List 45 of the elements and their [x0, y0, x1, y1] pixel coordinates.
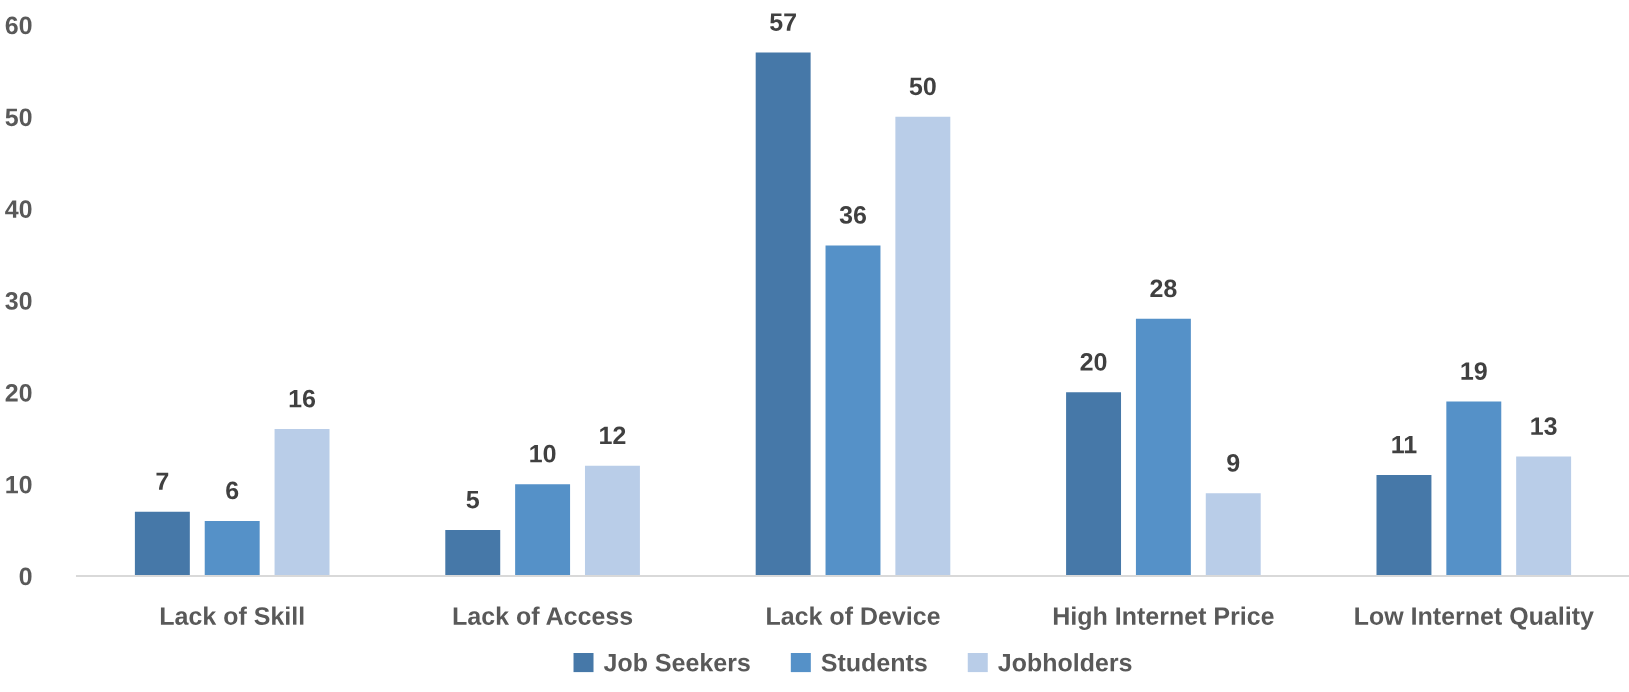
bar [1446, 401, 1502, 576]
x-tick-label: Lack of Device [767, 606, 940, 625]
data-label: 5 [466, 491, 480, 509]
legend-label: Job Seekers [603, 653, 750, 672]
bar [445, 530, 501, 576]
legend-label: Students [821, 653, 927, 672]
data-label: 20 [1080, 353, 1107, 371]
bar [274, 429, 330, 576]
y-tick-label: 10 [6, 475, 32, 494]
y-tick-label: 20 [5, 383, 32, 402]
bar [204, 520, 260, 576]
y-tick-label: 0 [19, 567, 32, 586]
bar [1376, 474, 1432, 576]
bar [1516, 456, 1572, 576]
data-label: 11 [1392, 435, 1417, 454]
legend-label: Jobholders [998, 653, 1132, 672]
bar [584, 465, 640, 576]
data-label: 16 [289, 389, 316, 408]
data-label: 19 [1461, 362, 1487, 380]
y-tick-label: 50 [5, 108, 32, 127]
data-label: 7 [156, 472, 169, 490]
x-tick-label: Lack of Access [453, 606, 633, 625]
bar [1205, 493, 1261, 576]
data-label: 57 [770, 13, 796, 31]
bar [1066, 392, 1122, 576]
bar [134, 511, 190, 576]
x-tick-label: Lack of Skill [160, 606, 304, 625]
bar [755, 52, 811, 576]
data-label: 28 [1150, 279, 1177, 298]
bar [1135, 318, 1191, 576]
data-label: 13 [1531, 417, 1557, 436]
data-label: 9 [1227, 454, 1240, 472]
x-tick-label: High Internet Price [1053, 606, 1274, 630]
y-tick-label: 40 [5, 200, 32, 218]
bar [515, 484, 571, 576]
data-label: 6 [226, 481, 239, 500]
bar [895, 116, 951, 576]
y-tick-label: 60 [5, 16, 32, 35]
y-tick-label: 30 [5, 292, 32, 310]
data-label: 36 [839, 206, 866, 224]
data-label: 10 [530, 444, 556, 463]
bar [825, 245, 881, 576]
data-label: 50 [909, 77, 936, 96]
x-tick-label: Low Internet Quality [1355, 606, 1594, 630]
data-label: 12 [600, 426, 626, 444]
